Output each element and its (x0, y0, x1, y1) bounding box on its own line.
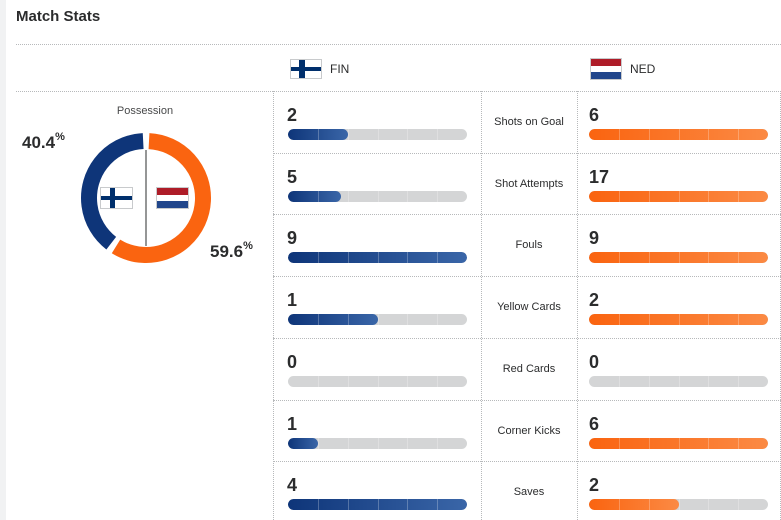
finland-flag-icon (100, 187, 133, 209)
away-stat-value: 17 (589, 166, 610, 187)
away-stat-bar-fill (589, 437, 768, 449)
row-divider (273, 461, 781, 463)
away-stat-bar (589, 190, 768, 202)
home-stat-value: 2 (287, 105, 298, 125)
finland-flag-icon (290, 59, 322, 79)
away-stat-value: 2 (589, 290, 600, 311)
home-possession: 40.4% (22, 131, 65, 152)
header-strip (0, 0, 781, 44)
away-stat-bar-fill (589, 190, 768, 202)
home-stat-bar (288, 314, 467, 326)
column-divider (577, 91, 578, 520)
away-stat-bar-fill (589, 314, 768, 326)
away-stat-value: 2 (589, 475, 600, 496)
row-divider (273, 399, 781, 401)
netherlands-flag-icon (156, 187, 189, 209)
home-stat-bar (288, 190, 467, 202)
divider (16, 91, 781, 92)
home-team-header: FIN (290, 58, 349, 80)
away-team-abbr: NED (630, 62, 656, 76)
away-stat-value: 9 (589, 228, 600, 249)
away-stat-bar (589, 252, 768, 264)
away-team-header: NED (590, 58, 655, 80)
away-stat-value: 0 (589, 351, 600, 372)
netherlands-flag-icon (590, 58, 622, 80)
stat-label: Corner Kicks (497, 424, 561, 437)
home-stat-bar (288, 375, 467, 387)
home-team-abbr: FIN (330, 62, 350, 76)
stat-label: Saves (513, 486, 545, 499)
row-divider (273, 214, 781, 216)
away-stat-bar (589, 129, 768, 140)
left-edge-strip (0, 0, 6, 520)
stat-label: Fouls (515, 239, 543, 252)
row-divider (273, 152, 781, 154)
away-stat-value: 6 (589, 105, 600, 125)
home-stat-bar (288, 252, 467, 264)
row-divider (273, 276, 781, 278)
away-stat-bar (589, 314, 768, 326)
home-stat-value: 5 (287, 166, 298, 187)
home-stat-bar-fill (288, 190, 438, 202)
home-stat-bar (288, 437, 467, 449)
away-possession-arc (81, 132, 211, 263)
home-stat-bar-fill (288, 314, 438, 326)
row-divider (273, 337, 781, 339)
home-stat-value: 9 (287, 228, 298, 249)
home-stat-bar-fill (288, 499, 467, 511)
away-stat-bar-fill (589, 499, 739, 511)
home-stat-bar-fill (288, 252, 467, 264)
divider (16, 44, 781, 45)
home-stat-bar-fill (288, 437, 438, 449)
home-possession-arc (81, 133, 211, 263)
stat-label: Yellow Cards (497, 301, 561, 314)
home-stat-value: 4 (287, 475, 298, 496)
home-stat-value: 0 (287, 351, 298, 372)
stat-label: Red Cards (502, 362, 556, 375)
column-divider (273, 91, 274, 520)
section-title: Match Stats (16, 8, 101, 25)
stat-label: Shot Attempts (494, 177, 564, 190)
away-stat-bar (589, 375, 768, 387)
column-divider (481, 91, 482, 520)
away-stat-bar-fill (589, 252, 768, 264)
stat-label: Shots on Goal (494, 116, 564, 128)
possession-donut-chart (81, 132, 211, 263)
home-stat-value: 1 (287, 290, 298, 311)
possession-label: Possession (116, 105, 174, 117)
home-stat-bar (288, 129, 467, 140)
home-stat-value: 1 (287, 413, 298, 434)
away-stat-bar (589, 437, 768, 449)
away-stat-bar-fill (589, 129, 768, 140)
away-stat-value: 6 (589, 413, 600, 434)
away-stat-bar (589, 499, 768, 511)
home-stat-bar-fill (288, 129, 438, 140)
home-stat-bar (288, 499, 467, 511)
away-possession: 59.6% (210, 240, 253, 261)
